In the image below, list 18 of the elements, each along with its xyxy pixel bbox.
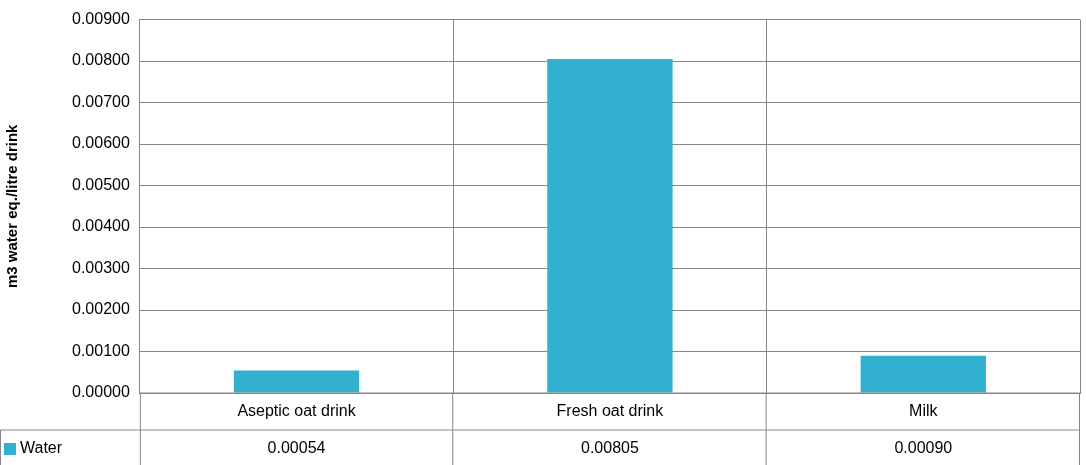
y-tick-label: 0.00300 (71, 258, 130, 276)
y-tick-label: 0.00800 (71, 51, 130, 69)
y-tick-label: 0.00200 (71, 300, 130, 318)
y-tick-label: 0.00500 (71, 175, 130, 193)
legend-label: Water (20, 439, 63, 457)
y-axis-title: m3 water eq./litre drink (3, 123, 21, 288)
data-label: 0.00805 (581, 439, 639, 457)
y-tick-label: 0.00000 (71, 383, 130, 401)
y-tick-label: 0.00600 (71, 134, 130, 152)
data-label: 0.00090 (894, 439, 953, 457)
x-tick-label: Aseptic oat drink (237, 401, 357, 419)
data-label: 0.00054 (267, 439, 326, 457)
x-tick-label: Fresh oat drink (556, 401, 665, 419)
y-tick-label: 0.00700 (71, 92, 130, 110)
y-tick-label: 0.00900 (71, 10, 130, 28)
y-tick-label: 0.00400 (71, 217, 130, 235)
x-tick-label: Milk (909, 401, 939, 419)
y-tick-label: 0.00100 (71, 341, 130, 359)
